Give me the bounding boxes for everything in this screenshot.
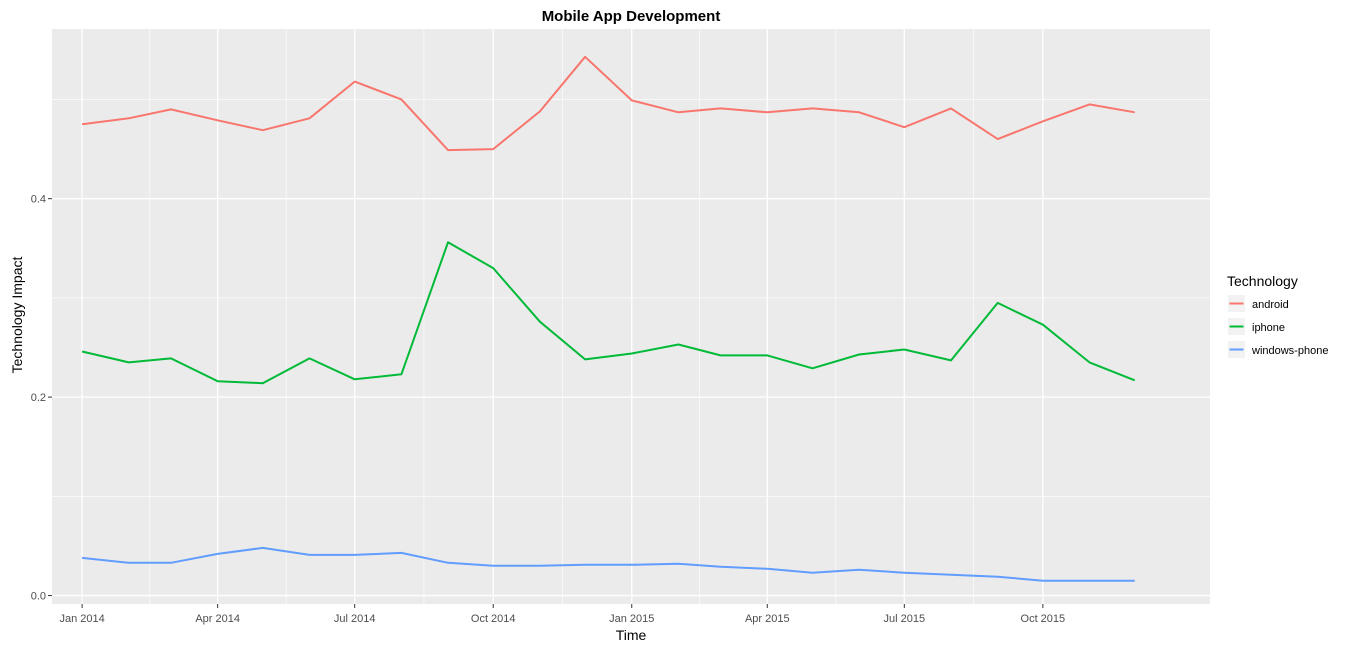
plot-panel [52, 29, 1210, 604]
x-tick-label: Oct 2014 [471, 613, 516, 625]
legend-title: Technology [1227, 273, 1298, 289]
legend-item-android: android [1228, 295, 1289, 312]
x-tick-label: Jul 2014 [334, 613, 376, 625]
legend: Technology android iphone windows-phone [1227, 273, 1328, 358]
chart-title: Mobile App Development [542, 8, 721, 25]
y-axis: 0.0 0.2 0.4 [31, 194, 52, 603]
legend-label: windows-phone [1251, 345, 1328, 357]
legend-label: android [1252, 299, 1289, 311]
x-tick-label: Jul 2015 [884, 613, 926, 625]
y-axis-title: Technology Impact [9, 257, 25, 374]
y-tick-label: 0.2 [31, 392, 46, 404]
major-gridlines [52, 29, 1210, 604]
y-tick-label: 0.4 [31, 194, 46, 206]
series-lines [81, 55, 1136, 582]
x-tick-label: Apr 2014 [195, 613, 240, 625]
series-line-android [81, 55, 1135, 152]
x-axis: Jan 2014 Apr 2014 Jul 2014 Oct 2014 Jan 2015… [59, 604, 1065, 625]
x-axis-title: Time [616, 627, 647, 643]
legend-label: iphone [1252, 322, 1285, 334]
x-tick-label: Jan 2015 [609, 613, 654, 625]
x-tick-label: Apr 2015 [745, 613, 790, 625]
x-tick-label: Jan 2014 [59, 613, 104, 625]
legend-item-iphone: iphone [1228, 318, 1285, 335]
series-line-windows-phone [81, 546, 1135, 582]
x-tick-label: Oct 2015 [1021, 613, 1066, 625]
legend-item-windows-phone: windows-phone [1228, 341, 1328, 358]
y-tick-label: 0.0 [31, 591, 46, 603]
series-line-iphone [81, 241, 1136, 385]
